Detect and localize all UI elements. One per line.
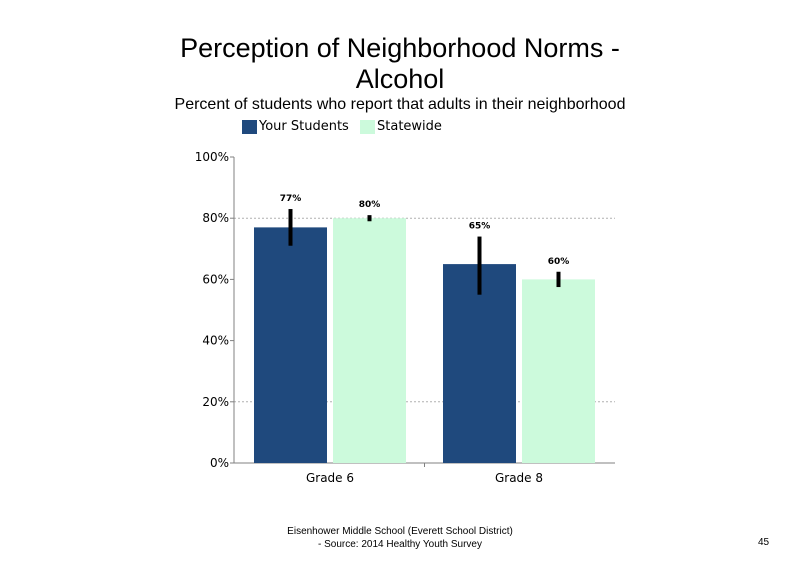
y-tick-label-100: 100% bbox=[195, 150, 229, 164]
bar-your-students-grade-8 bbox=[443, 264, 516, 463]
y-tick-label-80: 80% bbox=[202, 211, 229, 225]
page-number: 45 bbox=[758, 537, 770, 548]
footer-source-line: - Source: 2014 Healthy Youth Survey bbox=[318, 539, 482, 550]
data-label-your-students-grade-8: 65% bbox=[469, 222, 491, 232]
legend-label-statewide: Statewide bbox=[377, 119, 442, 134]
data-label-your-students-grade-6: 77% bbox=[280, 194, 302, 204]
bar-statewide-grade-6 bbox=[333, 218, 406, 463]
chart-title-line-2: Alcohol bbox=[355, 64, 445, 94]
legend-swatch-statewide bbox=[360, 120, 375, 134]
chart-subtitle: Percent of students who report that adul… bbox=[174, 96, 626, 113]
bar-statewide-grade-8 bbox=[522, 279, 595, 463]
y-tick-label-20: 20% bbox=[202, 395, 229, 409]
chart-title: Perception of Neighborhood Norms - Alcoh… bbox=[0, 33, 800, 95]
x-tick-label-grade-6: Grade 6 bbox=[306, 471, 354, 485]
bar-your-students-grade-6 bbox=[254, 227, 327, 463]
legend-swatch-your-students bbox=[242, 120, 257, 134]
y-tick-label-40: 40% bbox=[202, 334, 229, 348]
y-tick-label-60: 60% bbox=[202, 272, 229, 286]
chart-title-line-1: Perception of Neighborhood Norms - bbox=[180, 33, 620, 63]
data-label-statewide-grade-6: 80% bbox=[359, 200, 381, 210]
footer-source: Eisenhower Middle School (Everett School… bbox=[150, 525, 650, 551]
data-label-statewide-grade-8: 60% bbox=[548, 257, 570, 267]
legend-label-your-students: Your Students bbox=[259, 119, 349, 134]
footer-school: Eisenhower Middle School (Everett School… bbox=[287, 526, 513, 537]
x-tick-label-grade-8: Grade 8 bbox=[495, 471, 543, 485]
y-tick-label-0: 0% bbox=[210, 456, 229, 470]
